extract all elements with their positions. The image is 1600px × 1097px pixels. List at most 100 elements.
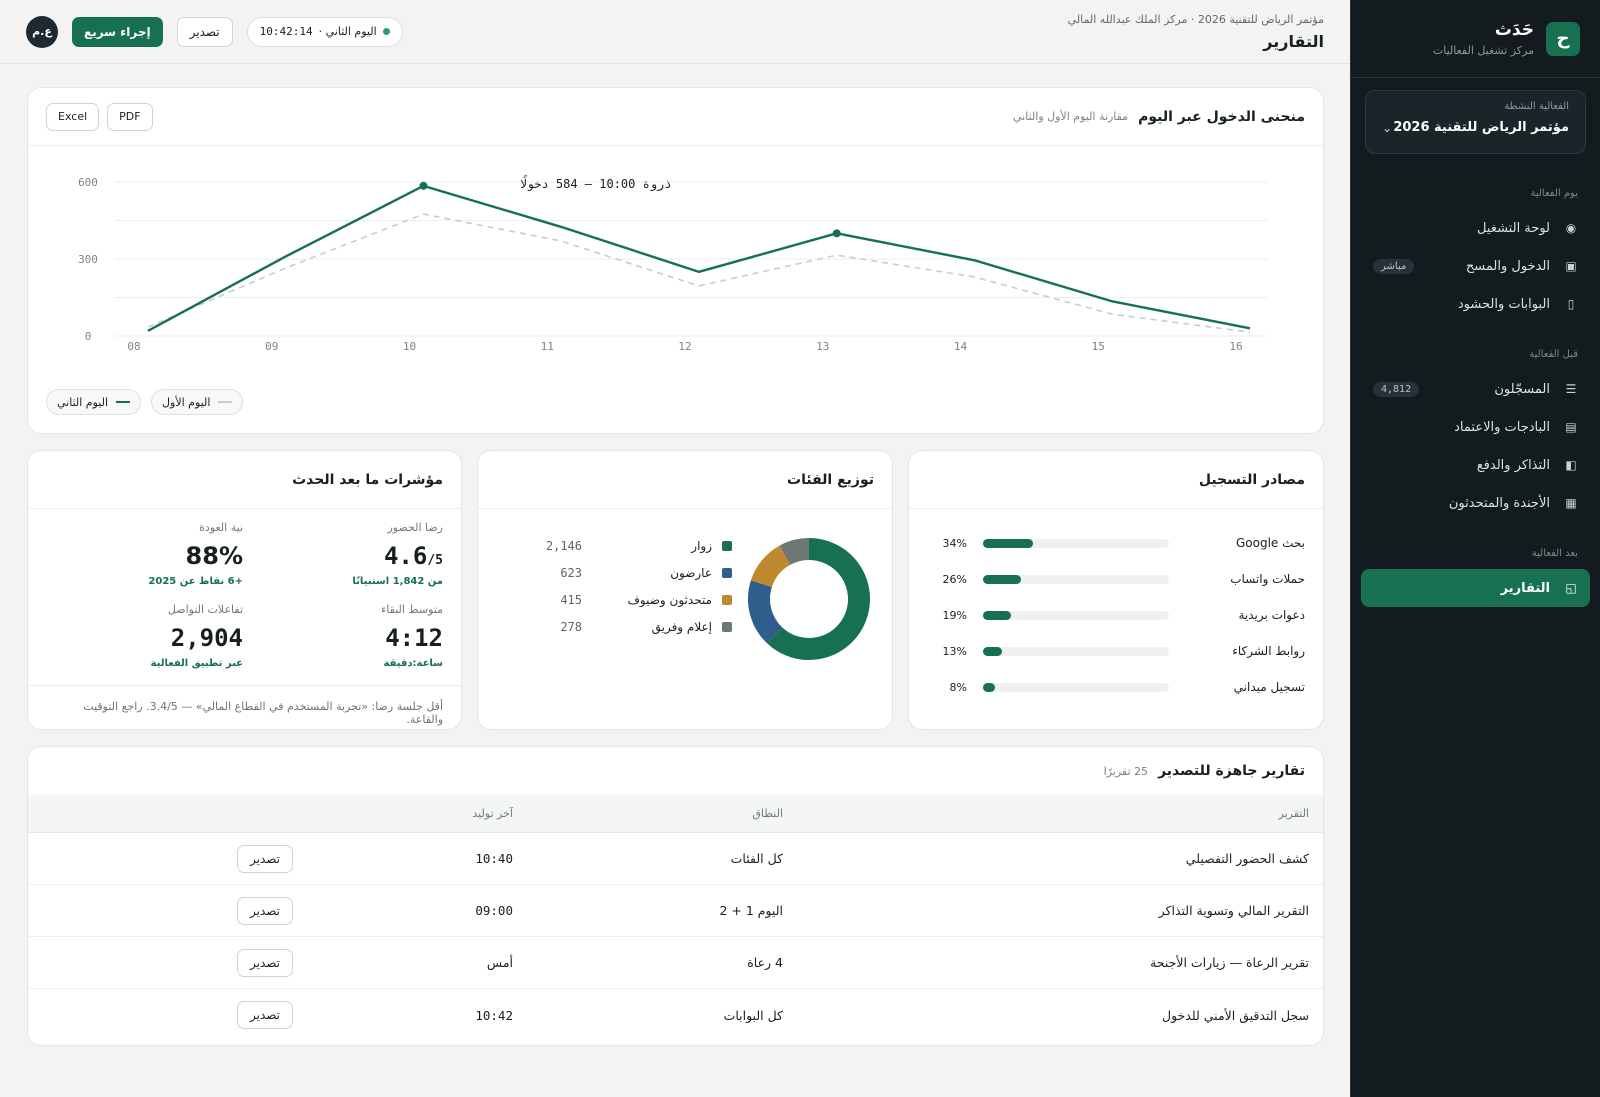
source-bar-track [983,646,1169,656]
categories-donut [748,538,870,660]
live-dot-icon [382,28,390,35]
sidebar-item-badges[interactable]: ▤ البادجات والاعتماد [1351,408,1600,446]
sidebar-item-gates[interactable]: ▯ البوابات والحشود [1351,285,1600,323]
donut-slice [750,545,791,588]
kpi-note: عبر تطبيق الفعالية [150,658,243,669]
y-tick-label: 600 [78,176,98,189]
topbar: مؤتمر الرياض للتقنية 2026 · مركز الملك ع… [0,0,1350,64]
kpi-value: 4.6/5 [263,542,443,570]
category-value: 2,146 [545,538,582,553]
kpi-satisfaction: رضا الحضور 4.6/5 من 1,842 استبيانًا [263,521,443,587]
y-tick-label: 300 [78,253,98,266]
x-tick-label: 12 [678,340,691,353]
export-pdf-button[interactable]: PDF [107,102,153,131]
category-row: عارضون 623 [492,559,732,586]
chart-legend: اليوم الأول اليوم الثاني [46,389,244,415]
reports-table-title: تقارير جاهزة للتصدير [1158,763,1305,779]
report-generated: 09:00 [475,903,513,918]
source-bar-fill [983,574,1022,584]
x-tick-label: 15 [1092,340,1105,353]
column-generated: آخر توليد [472,807,513,820]
sidebar-item-tickets[interactable]: ◧ التذاكر والدفع [1351,446,1600,484]
row-export-button[interactable]: تصدير [236,844,293,873]
source-row: بحث Google 34% [909,525,1323,561]
entry-chart: 0 300 600 08 09 10 11 12 13 14 15 16 ذروة 10:00 — 58… [78,175,1268,353]
row-export-button[interactable]: تصدير [236,896,293,925]
table-row: سجل التدقيق الأمني للدخول كل البوابات 10… [28,989,1323,1041]
agenda-icon: ▦ [1565,496,1577,510]
table-row: تقرير الرعاة — زيارات الأجنحة 4 رعاة أمس… [28,937,1323,989]
source-bar-track [983,574,1169,584]
sidebar-item-label: التذاكر والدفع [1476,457,1550,473]
source-row: دعوات بريدية 19% [909,597,1323,633]
sidebar-item-dashboard[interactable]: ◉ لوحة التشغيل [1351,209,1600,247]
legend-day2[interactable]: اليوم الثاني [46,389,142,415]
series-line [147,213,1251,333]
source-row: روابط الشركاء 13% [909,633,1323,669]
category-value: 278 [560,619,582,634]
kpi-label: متوسط البقاء [381,603,443,616]
kpi-label: رضا الحضور [387,521,443,534]
category-label: متحدثون وضيوف [627,592,712,607]
scan-icon: ▣ [1565,259,1577,273]
source-label: روابط الشركاء [1232,644,1305,658]
badge-icon: ▤ [1565,420,1577,434]
row-export-button[interactable]: تصدير [236,948,293,977]
report-name: التقرير المالي وتسوية التذاكر [1158,903,1309,918]
active-event-select[interactable]: الفعالية النشطة مؤتمر الرياض للتقنية 202… [1365,90,1586,154]
main-content: مؤتمر الرياض للتقنية 2026 · مركز الملك ع… [0,0,1350,1046]
avatar[interactable]: ع.م [26,15,58,48]
reports-icon: ◱ [1565,581,1577,595]
source-pct: 8% [949,680,967,694]
brand-name: حَدَث [1494,20,1534,40]
kpi-label: نية العودة [199,521,243,534]
sidebar-item-label: لوحة التشغيل [1477,220,1550,236]
kpi-note: +6 نقاط عن 2025 [148,576,243,587]
nav-group-before: قبل الفعالية [1529,349,1578,360]
brand: ح حَدَث مركز تشغيل الفعاليات [1351,0,1600,78]
chevron-down-icon: ⌄ [1382,121,1393,135]
sidebar-item-agenda[interactable]: ▦ الأجندة والمتحدثون [1351,484,1600,522]
category-row: زوار 2,146 [492,532,732,559]
sidebar-item-registrants[interactable]: ☰ المسجّلون 4,812 [1351,370,1600,408]
legend-label: اليوم الأول [162,395,211,409]
row-export-button[interactable]: تصدير [236,1001,293,1029]
source-bar-fill [983,538,1034,548]
donut-slice [748,580,783,644]
post-event-title: مؤشرات ما بعد الحدث [292,471,443,488]
dashboard-icon: ◉ [1565,221,1577,235]
entry-chart-card: منحنى الدخول عبر اليوم مقارنة اليوم الأو… [27,87,1324,434]
export-excel-button[interactable]: Excel [46,102,100,131]
category-swatch [722,540,732,551]
brand-subtitle: مركز تشغيل الفعاليات [1432,44,1534,57]
source-row: حملات واتساب 26% [909,561,1323,597]
source-bar-track [983,682,1169,692]
column-scope: النطاق [752,807,783,820]
entry-chart-title: منحنى الدخول عبر اليوم [1138,108,1305,125]
post-event-card: مؤشرات ما بعد الحدث رضا الحضور 4.6/5 من … [27,450,462,730]
quick-action-button[interactable]: إجراء سريع [72,16,163,47]
series-point [832,229,841,238]
category-swatch [722,567,732,578]
category-row: متحدثون وضيوف 415 [492,586,732,613]
report-name: كشف الحضور التفصيلي [1185,851,1309,866]
table-header: التقرير النطاق آخر توليد [28,795,1323,833]
series-point [419,181,428,190]
source-pct: 26% [942,572,967,586]
category-swatch [722,621,732,632]
legend-day1[interactable]: اليوم الأول [151,389,244,415]
sidebar-item-entry[interactable]: ▣ الدخول والمسح مباشر [1351,247,1600,285]
export-button[interactable]: تصدير [176,16,233,47]
x-tick-label: 09 [265,340,278,353]
sidebar-item-reports[interactable]: ◱ التقارير [1361,569,1590,607]
nav-group-day: يوم الفعالية [1530,188,1579,199]
entry-chart-subtitle: مقارنة اليوم الأول والثاني [1013,110,1129,123]
report-generated: أمس [486,955,513,970]
column-report: التقرير [1278,807,1310,820]
ticket-icon: ◧ [1565,458,1577,472]
legend-swatch [218,401,233,403]
live-clock: اليوم الثاني · 10:42:14 [246,16,403,47]
kpi-return-intent: نية العودة 88% +6 نقاط عن 2025 [63,521,243,587]
lowest-session-note: أقل جلسة رضا: «تجربة المستخدم في القطاع … [28,685,461,729]
report-scope: اليوم 1 + 2 [719,903,783,918]
